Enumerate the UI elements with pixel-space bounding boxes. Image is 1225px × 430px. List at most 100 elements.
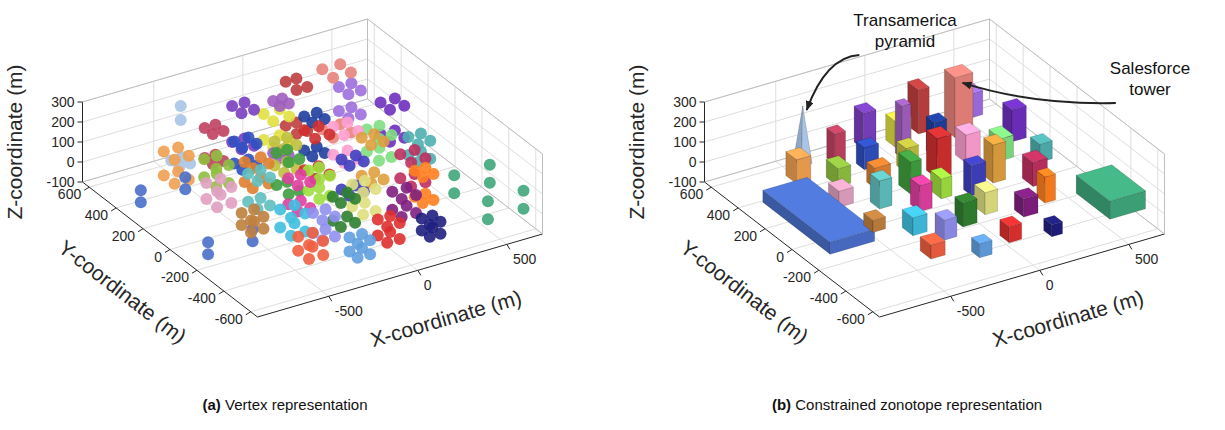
face (920, 233, 945, 245)
vertex (202, 236, 214, 248)
tick-label: 400 (707, 207, 731, 223)
annotation-arrow (807, 55, 860, 110)
axes-panes (83, 99, 543, 317)
tick-label: -600 (837, 311, 865, 327)
vertex (372, 214, 384, 226)
tick-mark (165, 250, 170, 253)
face (910, 175, 932, 186)
vertex (264, 171, 276, 183)
face (955, 193, 977, 203)
face (926, 113, 947, 123)
vertex (179, 171, 191, 183)
box-edge (1164, 154, 1165, 234)
tick-mark (700, 162, 705, 163)
tick-mark (507, 244, 510, 249)
tick-label: 0 (1046, 277, 1054, 293)
tick-label: 100 (673, 134, 697, 150)
vertex (426, 210, 438, 222)
face (993, 141, 1006, 183)
caption-label: (a) (202, 396, 220, 413)
building (409, 162, 440, 209)
building (280, 73, 314, 140)
building (267, 92, 295, 164)
vertex (415, 127, 427, 139)
vertex (424, 135, 436, 147)
box-edge (989, 19, 990, 99)
vertex (252, 175, 264, 187)
grid-line (990, 99, 1165, 234)
vertex (228, 136, 240, 148)
vertex (158, 146, 170, 158)
face (897, 138, 919, 149)
tick-mark (814, 270, 819, 273)
vertex (384, 104, 396, 116)
vertex (359, 175, 371, 187)
axis-title: Y-coordinate (m) (676, 235, 812, 347)
tick-label: 500 (1135, 251, 1159, 267)
grid-line (83, 79, 368, 162)
building (292, 227, 329, 265)
tick-mark (841, 291, 846, 294)
vertex (290, 73, 302, 85)
vertex (384, 210, 396, 222)
face (931, 168, 953, 179)
vertex (313, 193, 325, 205)
vertex (394, 148, 406, 160)
building (974, 181, 997, 215)
face (867, 157, 891, 168)
grid-line (170, 167, 455, 250)
vertex (135, 184, 147, 196)
vertex (316, 63, 328, 75)
vertex (419, 162, 431, 174)
vertex (342, 117, 354, 129)
grid-line (143, 146, 428, 229)
box-edge (367, 19, 368, 99)
tick-label: -400 (810, 290, 838, 306)
vertex (311, 107, 323, 119)
pyramid (165, 100, 196, 173)
building (972, 234, 993, 258)
face (880, 177, 893, 209)
face (1076, 165, 1145, 201)
vertex (304, 176, 316, 188)
vertex (345, 101, 357, 113)
vertex (267, 115, 279, 127)
building (984, 134, 1006, 183)
building (1037, 168, 1056, 203)
face (1014, 188, 1038, 199)
vertex (282, 172, 294, 184)
tick-label: -100 (46, 174, 74, 190)
tick-mark (700, 102, 705, 103)
vertex (200, 193, 212, 205)
vertex (356, 228, 368, 240)
vertex (409, 144, 421, 156)
vertex (225, 197, 237, 209)
face (945, 217, 957, 241)
face (908, 79, 930, 90)
tick-label: -200 (161, 269, 189, 285)
vertex (236, 107, 248, 119)
vertex (274, 221, 286, 233)
vertex (313, 162, 325, 174)
tick-mark (787, 250, 792, 253)
vertex (320, 203, 332, 215)
vertex (211, 150, 223, 162)
caption-label: (b) (772, 396, 791, 413)
vertex (199, 122, 211, 134)
axis-title: X-coordinate (m) (990, 285, 1147, 351)
building (316, 58, 357, 144)
tick-label: 200 (673, 114, 697, 130)
tick-label: -600 (215, 311, 243, 327)
vertex (285, 212, 297, 224)
vertex (327, 191, 339, 203)
vertex (293, 153, 305, 165)
vertex (264, 199, 276, 211)
building (135, 171, 259, 260)
vertex (307, 227, 319, 239)
vertex (258, 211, 270, 223)
tick-mark (192, 270, 197, 273)
tick-mark (706, 187, 711, 190)
building (236, 204, 270, 239)
vertex (215, 173, 227, 185)
tick-mark (78, 182, 83, 183)
